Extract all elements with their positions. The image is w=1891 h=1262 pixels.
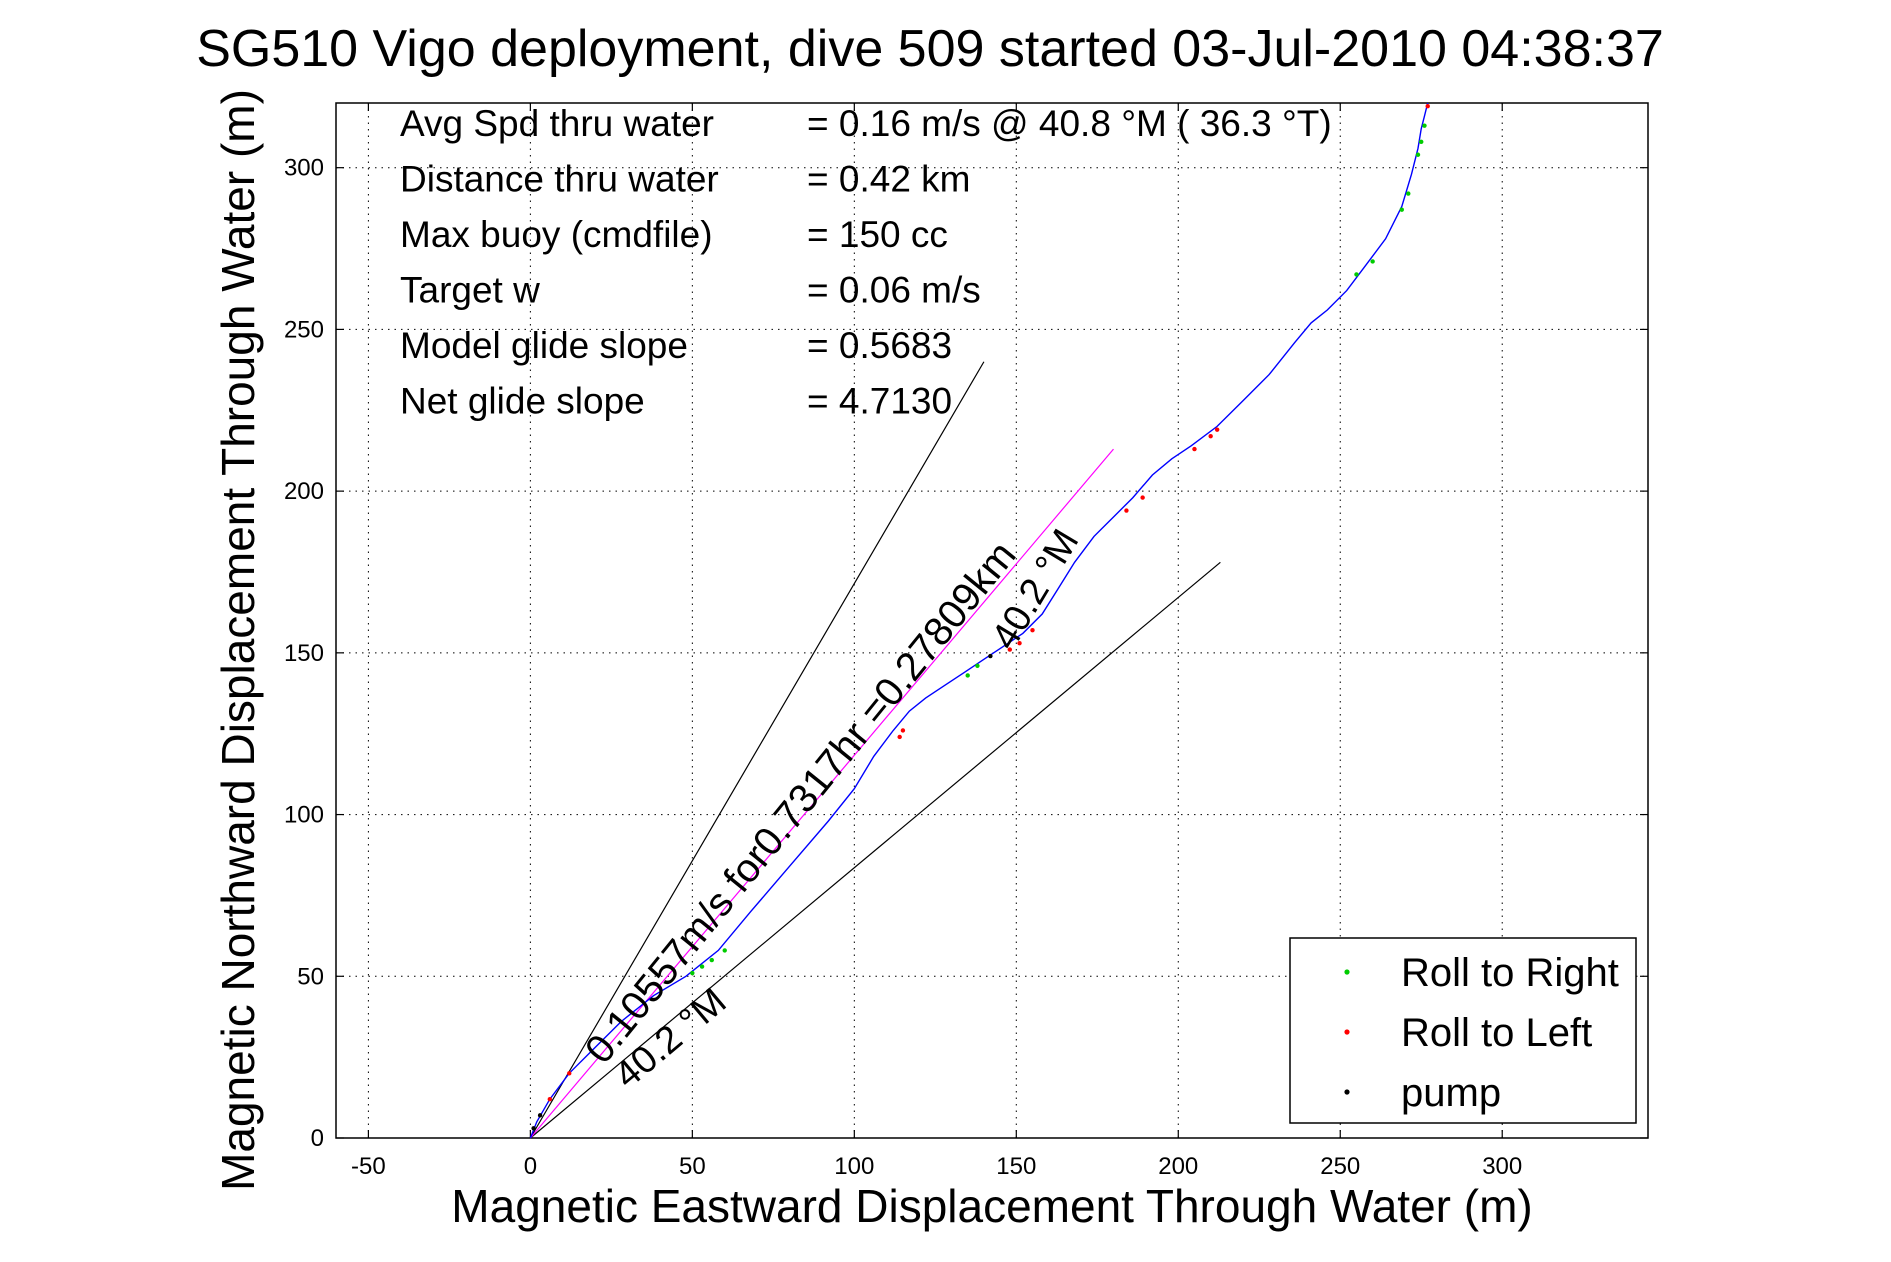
roll-right-marker bbox=[699, 964, 705, 969]
roll-right-marker bbox=[1354, 272, 1359, 277]
heading-line bbox=[529, 361, 985, 1139]
roll-left-marker bbox=[1208, 433, 1213, 439]
stat-value: = 0.42 km bbox=[807, 159, 971, 200]
roll-right-marker bbox=[722, 948, 727, 953]
legend-label: Roll to Left bbox=[1401, 1011, 1592, 1055]
x-tick-label: 200 bbox=[1158, 1153, 1198, 1180]
roll-right-marker bbox=[1415, 152, 1421, 157]
roll-left-marker bbox=[1030, 628, 1035, 633]
roll-left-marker bbox=[1140, 495, 1145, 500]
plot-area: -50 0 50 100 150 200 250 300 0 50 100 150 200 250 300 bbox=[284, 102, 1649, 1180]
legend-marker bbox=[1344, 969, 1350, 975]
roll-right-marker bbox=[1419, 139, 1424, 145]
track-line bbox=[529, 102, 1429, 1139]
chart-markers bbox=[531, 104, 1430, 1131]
stats-block: Avg Spd thru water = 0.16 m/s @ 40.8 °M (… bbox=[400, 103, 1332, 422]
current-line bbox=[529, 448, 1114, 1139]
roll-right-marker bbox=[975, 663, 980, 668]
stat-label: Target w bbox=[400, 270, 540, 311]
y-tick-label: 0 bbox=[311, 1125, 324, 1152]
x-tick-label: 100 bbox=[834, 1153, 874, 1180]
y-axis-ticks: 0 50 100 150 200 250 300 bbox=[284, 155, 1648, 1152]
x-tick-label: 150 bbox=[996, 1153, 1036, 1180]
y-axis-label: Magnetic Northward Displacement Through … bbox=[212, 89, 264, 1191]
x-tick-label: 300 bbox=[1482, 1153, 1522, 1180]
roll-right-marker bbox=[1370, 259, 1375, 264]
heading-line bbox=[529, 561, 1221, 1139]
roll-left-marker bbox=[897, 734, 902, 740]
roll-right-marker bbox=[1406, 191, 1411, 196]
stat-label: Model glide slope bbox=[400, 325, 688, 366]
y-tick-label: 100 bbox=[284, 802, 324, 829]
legend-marker bbox=[1344, 1029, 1350, 1035]
legend: Roll to Right Roll to Left pump bbox=[1289, 937, 1637, 1124]
roll-left-marker bbox=[567, 1071, 572, 1076]
chart-title: SG510 Vigo deployment, dive 509 started … bbox=[196, 20, 1664, 78]
stat-label: Net glide slope bbox=[400, 381, 645, 422]
roll-right-marker bbox=[709, 957, 714, 963]
x-tick-label: 50 bbox=[679, 1153, 706, 1180]
roll-left-marker bbox=[1425, 104, 1430, 109]
stat-value: = 0.5683 bbox=[807, 325, 952, 366]
y-tick-label: 50 bbox=[297, 963, 324, 990]
stat-value: = 0.06 m/s bbox=[807, 270, 981, 311]
pump-marker bbox=[531, 1126, 536, 1131]
stat-label: Max buoy (cmdfile) bbox=[400, 214, 713, 255]
stat-label: Distance thru water bbox=[400, 159, 719, 200]
pump-marker bbox=[988, 653, 993, 659]
chart-lines bbox=[529, 102, 1429, 1139]
legend-label: Roll to Right bbox=[1401, 951, 1619, 995]
x-tick-label: -50 bbox=[351, 1153, 386, 1180]
roll-right-marker bbox=[965, 673, 970, 678]
roll-left-marker bbox=[1214, 427, 1220, 432]
x-tick-label: 0 bbox=[524, 1153, 537, 1180]
stat-label: Avg Spd thru water bbox=[400, 103, 714, 144]
stat-value: = 0.16 m/s @ 40.8 °M ( 36.3 °T) bbox=[807, 103, 1332, 144]
y-tick-label: 150 bbox=[284, 640, 324, 667]
x-tick-label: 250 bbox=[1320, 1153, 1360, 1180]
y-tick-label: 200 bbox=[284, 478, 324, 505]
roll-left-marker bbox=[1007, 647, 1013, 652]
x-axis-ticks: -50 0 50 100 150 200 250 300 bbox=[351, 103, 1522, 1180]
roll-left-marker bbox=[547, 1096, 553, 1102]
x-axis-label: Magnetic Eastward Displacement Through W… bbox=[451, 1180, 1532, 1232]
legend-label: pump bbox=[1401, 1071, 1501, 1115]
roll-left-marker bbox=[900, 728, 906, 733]
roll-left-marker bbox=[1192, 446, 1197, 452]
roll-left-marker bbox=[1017, 640, 1022, 646]
roll-left-marker bbox=[1124, 508, 1129, 513]
pump-marker bbox=[537, 1113, 543, 1118]
legend-marker bbox=[1344, 1089, 1350, 1095]
roll-right-marker bbox=[1422, 123, 1427, 128]
stat-value: = 150 cc bbox=[807, 214, 948, 255]
y-tick-label: 250 bbox=[284, 316, 324, 343]
stat-value: = 4.7130 bbox=[807, 381, 952, 422]
y-tick-label: 300 bbox=[284, 155, 324, 182]
roll-right-marker bbox=[1399, 207, 1404, 212]
roll-right-marker bbox=[690, 970, 695, 976]
